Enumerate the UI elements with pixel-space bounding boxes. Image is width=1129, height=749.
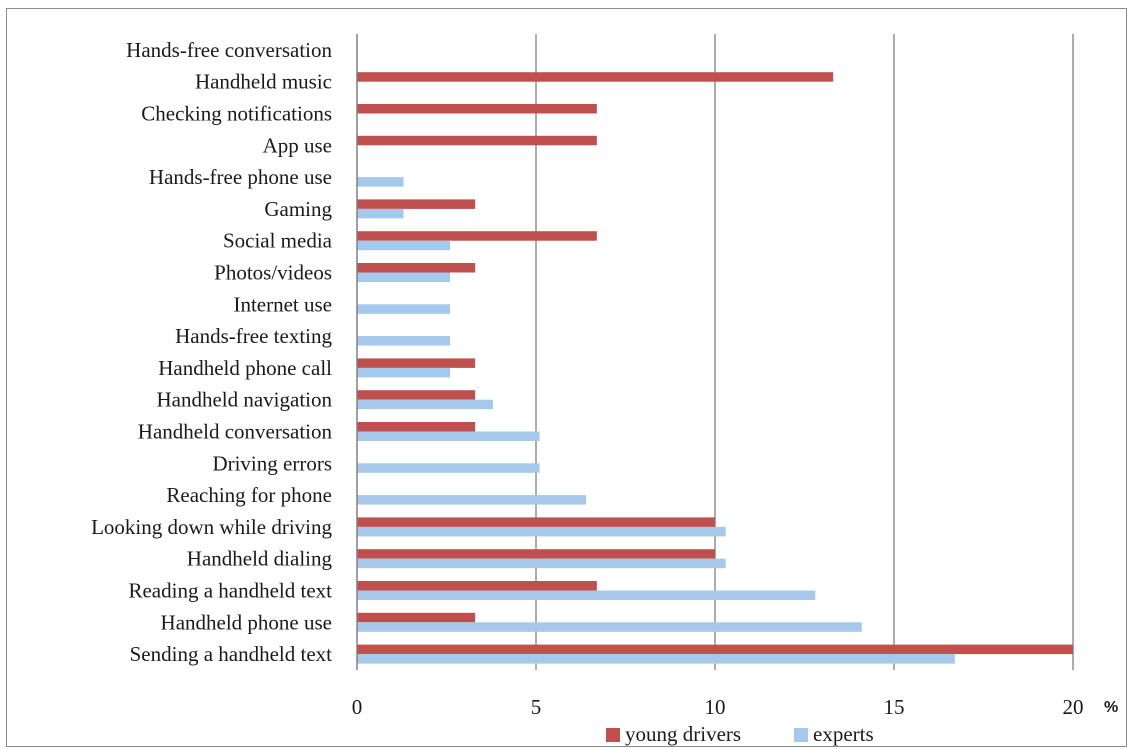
x-tick-labels: 0 5 10 15 20 [352, 695, 1084, 719]
bar-young-drivers-checking-notifications [357, 104, 597, 114]
bar-experts-hands-free-texting [357, 336, 451, 346]
bar-young-drivers-photos-videos [357, 263, 476, 273]
bar-experts-handheld-phone-use [357, 622, 862, 632]
legend-swatch-young-drivers [606, 728, 620, 742]
legend: young drivers experts [606, 722, 874, 746]
category-label-social-media: Social media [223, 229, 333, 253]
bar-young-drivers-app-use [357, 135, 597, 146]
legend-swatch-experts [794, 728, 808, 742]
category-label-handheld-music: Handheld music [195, 70, 332, 94]
bar-experts-internet-use [357, 304, 451, 314]
category-label-driving-errors: Driving errors [212, 451, 332, 475]
category-label-checking-notifications: Checking notifications [141, 102, 332, 126]
category-labels: Hands-free conversation Handheld music Che… [91, 38, 333, 666]
category-label-reading-a-handheld-text: Reading a handheld text [128, 579, 332, 603]
bar-experts-reading-a-handheld-text [357, 590, 816, 600]
bar-young-drivers-handheld-music [357, 72, 834, 82]
category-label-reaching-for-phone: Reaching for phone [166, 483, 332, 507]
bar-young-drivers-looking-down-while-driving [357, 517, 715, 527]
bar-experts-photos-videos [357, 272, 451, 282]
bar-young-drivers-social-media [357, 231, 597, 241]
category-label-handheld-navigation: Handheld navigation [156, 388, 332, 412]
bar-experts-social-media [357, 240, 451, 251]
category-label-app-use: App use [263, 133, 332, 157]
bar-experts-looking-down-while-driving [357, 526, 726, 537]
category-label-looking-down-while-driving: Looking down while driving [91, 515, 332, 539]
x-tick-label-10: 10 [705, 695, 726, 719]
bar-young-drivers-handheld-navigation [357, 390, 476, 400]
bars [357, 72, 1073, 664]
bar-experts-handheld-navigation [357, 399, 494, 410]
bar-young-drivers-sending-a-handheld-text [357, 644, 1073, 655]
bar-young-drivers-handheld-phone-call [357, 358, 476, 368]
bar-young-drivers-handheld-conversation [357, 422, 476, 432]
category-label-sending-a-handheld-text: Sending a handheld text [130, 642, 333, 666]
category-label-hands-free-texting: Hands-free texting [175, 324, 332, 348]
x-tick-label-0: 0 [352, 695, 363, 719]
bar-experts-handheld-conversation [357, 431, 540, 441]
category-label-photos-videos: Photos/videos [214, 261, 332, 285]
legend-label-experts: experts [813, 722, 874, 746]
bar-experts-gaming [357, 208, 404, 219]
bar-experts-sending-a-handheld-text [357, 654, 955, 664]
category-label-handheld-phone-use: Handheld phone use [161, 610, 332, 634]
x-tick-label-15: 15 [884, 695, 905, 719]
x-tick-label-5: 5 [531, 695, 542, 719]
bar-experts-hands-free-phone-use [357, 177, 404, 187]
bar-experts-reaching-for-phone [357, 495, 587, 505]
bar-young-drivers-handheld-phone-use [357, 612, 476, 623]
category-label-internet-use: Internet use [233, 292, 332, 316]
category-label-gaming: Gaming [264, 197, 332, 221]
bar-young-drivers-reading-a-handheld-text [357, 581, 597, 591]
bar-experts-handheld-phone-call [357, 367, 451, 378]
bar-experts-driving-errors [357, 463, 540, 473]
bar-young-drivers-gaming [357, 199, 476, 209]
gridlines [535, 34, 1074, 670]
x-unit-label: % [1104, 699, 1118, 716]
category-label-handheld-conversation: Handheld conversation [138, 420, 333, 444]
category-label-handheld-phone-call: Handheld phone call [158, 356, 332, 380]
bar-experts-handheld-dialing [357, 558, 726, 569]
category-label-handheld-dialing: Handheld dialing [187, 547, 333, 571]
x-tick-label-20: 20 [1063, 695, 1084, 719]
bar-young-drivers-handheld-dialing [357, 549, 715, 559]
legend-label-young-drivers: young drivers [625, 722, 741, 746]
category-label-hands-free-conversation: Hands-free conversation [126, 38, 332, 62]
category-label-hands-free-phone-use: Hands-free phone use [149, 165, 332, 189]
